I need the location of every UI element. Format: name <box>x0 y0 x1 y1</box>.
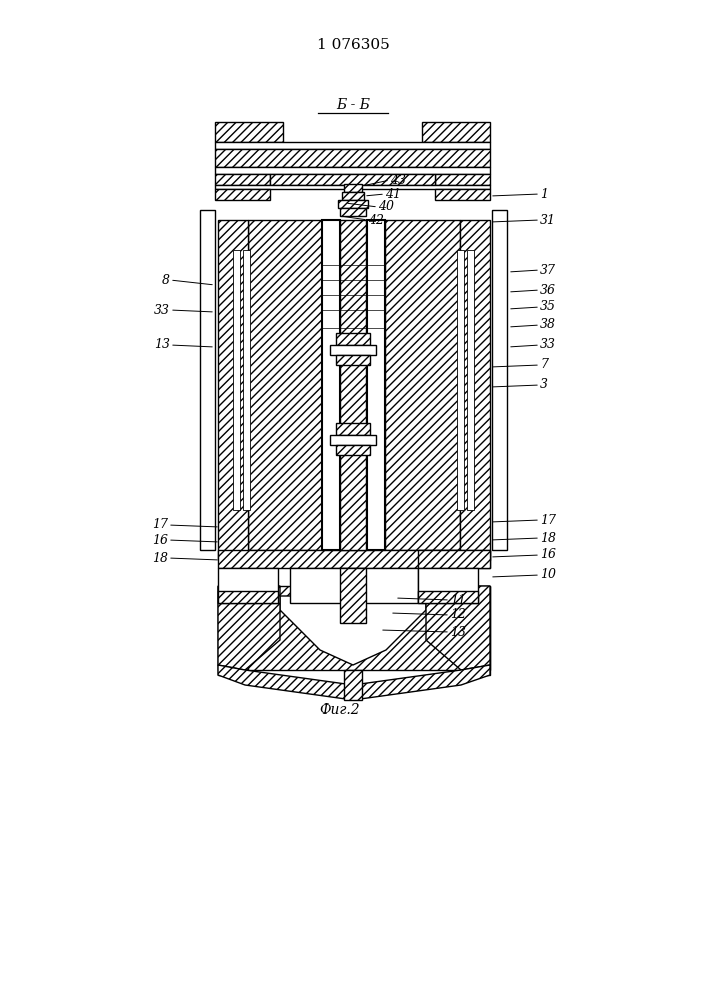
Bar <box>215 189 270 200</box>
Bar <box>367 220 385 550</box>
Text: 17: 17 <box>152 518 168 532</box>
Bar <box>344 184 362 192</box>
Polygon shape <box>218 665 490 700</box>
Text: 35: 35 <box>540 300 556 314</box>
Text: Фиг.2: Фиг.2 <box>320 703 361 717</box>
Bar <box>460 220 490 560</box>
Bar <box>340 208 366 216</box>
Bar <box>467 250 474 510</box>
Text: 38: 38 <box>540 318 556 332</box>
Bar <box>215 185 490 189</box>
Bar <box>218 591 278 603</box>
Bar <box>340 568 366 623</box>
Text: 16: 16 <box>540 548 556 562</box>
Bar <box>322 220 340 550</box>
Text: 41: 41 <box>385 188 401 200</box>
Text: 12: 12 <box>450 608 466 621</box>
Bar <box>330 345 376 355</box>
Text: 13: 13 <box>450 626 466 639</box>
Bar <box>422 122 490 142</box>
Bar <box>233 250 240 510</box>
Text: 11: 11 <box>450 593 466 606</box>
Bar <box>492 210 507 550</box>
Bar <box>342 192 364 200</box>
Text: 17: 17 <box>540 514 556 526</box>
Text: 10: 10 <box>540 568 556 582</box>
Bar <box>215 142 490 149</box>
Bar <box>418 568 478 603</box>
Text: 18: 18 <box>540 532 556 544</box>
Bar <box>336 445 370 455</box>
Bar <box>330 435 376 445</box>
Bar <box>338 200 368 208</box>
Bar <box>248 220 322 550</box>
Text: 42: 42 <box>368 214 384 227</box>
Bar <box>270 174 435 185</box>
Bar <box>215 174 270 185</box>
Text: 1 076305: 1 076305 <box>317 38 390 52</box>
Text: 1: 1 <box>540 188 548 200</box>
Text: 40: 40 <box>378 200 394 214</box>
Text: 33: 33 <box>154 304 170 316</box>
Bar <box>336 333 370 345</box>
Bar <box>200 210 215 550</box>
Polygon shape <box>280 596 426 665</box>
Bar <box>435 189 490 200</box>
Bar <box>385 220 460 550</box>
Bar <box>336 355 370 365</box>
Bar <box>215 167 490 174</box>
Text: 8: 8 <box>162 273 170 286</box>
Text: 43: 43 <box>390 174 406 186</box>
Bar <box>336 423 370 435</box>
Bar <box>418 591 478 603</box>
Bar <box>340 220 366 550</box>
Bar <box>218 550 490 568</box>
Bar <box>418 550 490 568</box>
Bar <box>218 586 248 675</box>
Text: 37: 37 <box>540 263 556 276</box>
Bar <box>218 586 490 670</box>
Bar <box>457 250 464 510</box>
Text: 36: 36 <box>540 284 556 296</box>
Polygon shape <box>218 586 280 670</box>
Bar <box>215 122 283 142</box>
Bar <box>218 220 248 560</box>
Text: 16: 16 <box>152 534 168 546</box>
Bar <box>344 670 362 700</box>
Text: Б - Б: Б - Б <box>336 98 370 112</box>
Bar <box>218 568 278 603</box>
Polygon shape <box>426 586 490 670</box>
Bar <box>435 174 490 185</box>
Bar <box>243 250 250 510</box>
Text: 3: 3 <box>540 378 548 391</box>
Bar <box>460 586 490 675</box>
Text: 31: 31 <box>540 214 556 227</box>
Text: 13: 13 <box>154 338 170 352</box>
Text: 7: 7 <box>540 359 548 371</box>
Text: 33: 33 <box>540 338 556 352</box>
Bar <box>215 149 490 167</box>
Text: 18: 18 <box>152 552 168 564</box>
Bar <box>290 568 418 603</box>
